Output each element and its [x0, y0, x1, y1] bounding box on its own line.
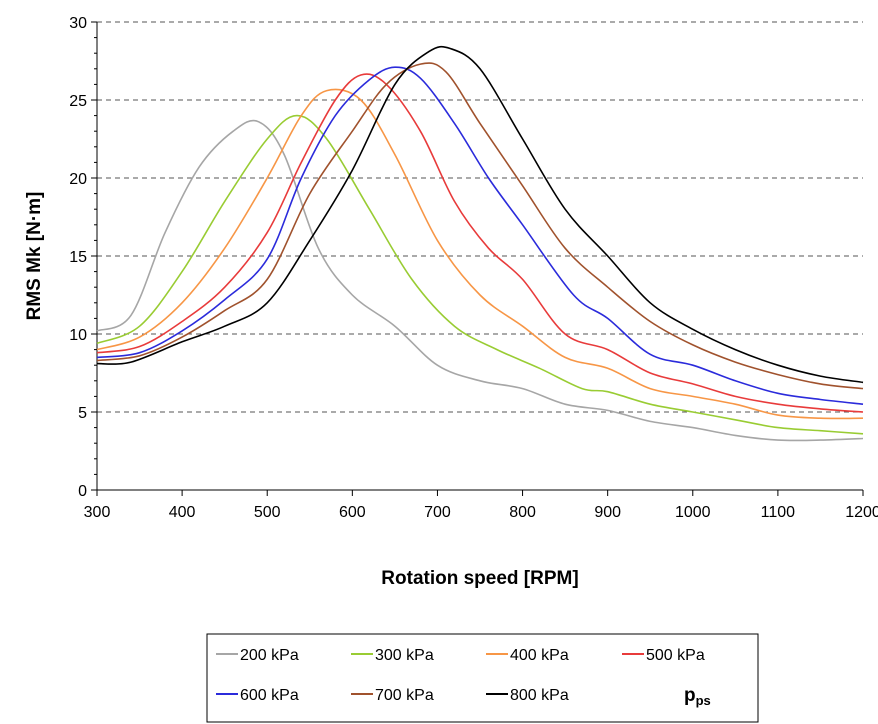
- series-line-600-kpa: [96, 66, 864, 405]
- y-tick-label: 5: [78, 405, 87, 422]
- y-tick-label: 25: [69, 93, 87, 110]
- series-line-200-kpa: [96, 119, 864, 442]
- x-tick-label: 700: [424, 504, 451, 521]
- x-tick-label: 900: [594, 504, 621, 521]
- legend-label: 600 kPa: [240, 687, 299, 704]
- x-tick-label: 400: [169, 504, 196, 521]
- legend-label: 400 kPa: [510, 647, 569, 664]
- x-tick-label: 300: [84, 504, 111, 521]
- y-tick-label: 30: [69, 15, 87, 32]
- series-line-400-kpa: [96, 88, 864, 420]
- legend-box: [206, 633, 759, 723]
- legend-label: 200 kPa: [240, 647, 299, 664]
- grid-lines: [97, 21, 863, 413]
- series-line-500-kpa: [96, 73, 864, 413]
- legend-label: 300 kPa: [375, 647, 434, 664]
- x-tick-label: 800: [509, 504, 536, 521]
- legend-label: 800 kPa: [510, 687, 569, 704]
- tick-labels: 0 5 10 15 20 25 30 300 400 500 600 700 800 900 1000 110…: [69, 15, 878, 521]
- series-line-700-kpa: [96, 62, 864, 390]
- y-tick-label: 15: [69, 249, 87, 266]
- x-tick-label: 500: [254, 504, 281, 521]
- legend-label: 700 kPa: [375, 687, 434, 704]
- y-tick-label: 0: [78, 483, 87, 500]
- y-tick-label: 20: [69, 171, 87, 188]
- y-axis-title: RMS Mk [N·m]: [24, 192, 45, 321]
- series-line-800-kpa: [96, 45, 864, 384]
- x-tick-label: 1100: [761, 504, 796, 521]
- legend-items: 200 kPa 300 kPa 400 kPa 500 kPa 600 kPa 700 k…: [216, 647, 705, 704]
- y-tick-label: 10: [69, 327, 87, 344]
- x-axis-title: Rotation speed [RPM]: [381, 568, 578, 589]
- legend: 200 kPa 300 kPa 400 kPa 500 kPa 600 kPa 700 k…: [206, 633, 759, 723]
- ticks: [91, 21, 864, 496]
- x-tick-label: 1200: [845, 504, 878, 521]
- x-tick-label: 1000: [675, 504, 711, 521]
- legend-title: pps: [684, 685, 711, 708]
- x-tick-label: 600: [339, 504, 366, 521]
- legend-label: 500 kPa: [646, 647, 705, 664]
- series-lines: [96, 45, 864, 442]
- series-line-300-kpa: [96, 114, 864, 435]
